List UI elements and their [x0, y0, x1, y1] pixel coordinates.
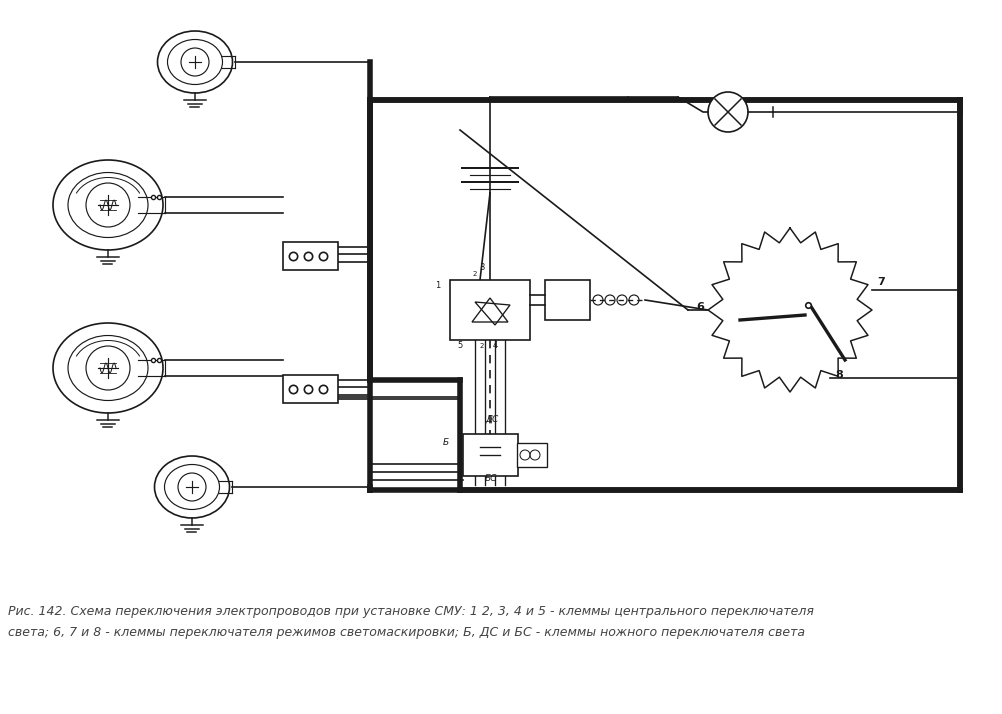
Text: 4: 4: [492, 341, 498, 350]
Text: Рис. 142. Схема переключения электропроводов при установке СМУ: 1 2, 3, 4 и 5 - : Рис. 142. Схема переключения электропров…: [8, 605, 814, 618]
Text: 6: 6: [696, 302, 703, 312]
Text: 5: 5: [457, 341, 463, 350]
Circle shape: [708, 92, 748, 132]
Bar: [463, 434, 518, 476]
Text: ДС: ДС: [485, 415, 498, 424]
Text: Б: Б: [443, 438, 449, 447]
Text: 7: 7: [877, 277, 885, 287]
Text: 3: 3: [479, 263, 485, 272]
Bar: [283, 375, 338, 403]
Text: 2: 2: [480, 343, 484, 349]
Polygon shape: [708, 228, 872, 392]
Bar: [283, 242, 338, 270]
Text: света; 6, 7 и 8 - клеммы переключателя режимов светомаскировки; Б, ДС и БС - кле: света; 6, 7 и 8 - клеммы переключателя р…: [8, 626, 805, 639]
Text: 8: 8: [835, 370, 843, 380]
Bar: [450, 280, 530, 340]
Bar: [545, 280, 590, 320]
Text: 2: 2: [473, 271, 477, 277]
Bar: [517, 443, 547, 467]
Text: 1: 1: [436, 281, 441, 290]
Text: БС: БС: [485, 474, 497, 483]
